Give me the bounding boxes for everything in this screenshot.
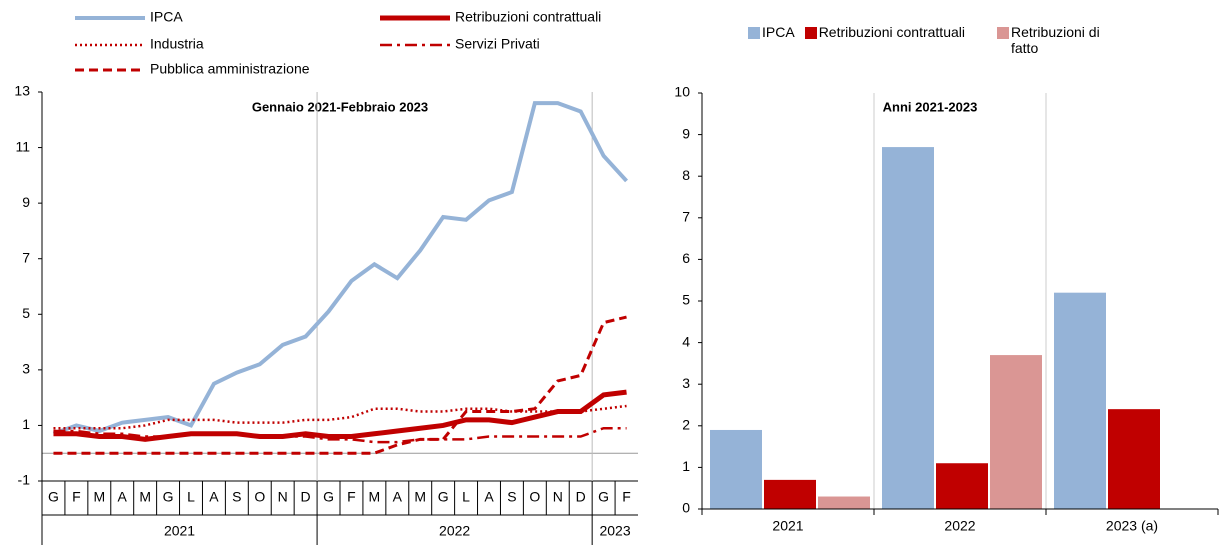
y-tick-label: 1 bbox=[682, 458, 690, 474]
x-tick-label: M bbox=[93, 489, 105, 505]
x-tick-label: 2022 bbox=[944, 518, 975, 534]
x-tick-label: G bbox=[598, 489, 609, 505]
y-tick-label: 8 bbox=[682, 167, 690, 183]
y-tick-label: 10 bbox=[674, 84, 690, 100]
x-tick-label: 2021 bbox=[772, 518, 803, 534]
legend-label: Industria bbox=[150, 36, 204, 52]
x-group-label: 2022 bbox=[439, 523, 470, 539]
legend-item: Retribuzioni di fatto bbox=[996, 24, 1101, 56]
x-tick-label: M bbox=[414, 489, 426, 505]
x-tick-label: M bbox=[139, 489, 151, 505]
x-tick-label: F bbox=[72, 489, 81, 505]
legend-label: IPCA bbox=[762, 24, 795, 40]
y-tick-label: -1 bbox=[18, 472, 31, 488]
y-tick-label: 9 bbox=[682, 125, 690, 141]
series-line bbox=[53, 404, 627, 430]
x-tick-label: G bbox=[163, 489, 174, 505]
legend-label: Retribuzioni di fatto bbox=[1010, 24, 1100, 56]
y-tick-label: 4 bbox=[682, 333, 690, 349]
y-tick-label: 3 bbox=[682, 375, 690, 391]
x-tick-label: O bbox=[529, 489, 540, 505]
x-tick-label: D bbox=[576, 489, 586, 505]
y-tick-label: 5 bbox=[682, 292, 690, 308]
x-tick-label: S bbox=[507, 489, 516, 505]
legend: IPCA Retribuzioni contrattuali Retribuzion… bbox=[748, 24, 1111, 56]
x-tick-label: N bbox=[278, 489, 288, 505]
bar bbox=[818, 496, 870, 509]
bar bbox=[1054, 292, 1106, 509]
y-tick-label: 0 bbox=[682, 500, 690, 516]
legend-label: Servizi Privati bbox=[455, 36, 540, 52]
legend-label: Pubblica amministrazione bbox=[150, 61, 310, 77]
legend-label: Retribuzioni contrattuali bbox=[818, 24, 965, 40]
x-group-label: 2023 bbox=[599, 523, 630, 539]
x-tick-label: S bbox=[232, 489, 241, 505]
bar bbox=[882, 147, 934, 509]
x-tick-label: G bbox=[323, 489, 334, 505]
legend-label: Retribuzioni contrattuali bbox=[455, 9, 601, 25]
y-tick-label: 9 bbox=[22, 194, 30, 210]
legend-item: IPCA bbox=[748, 24, 795, 56]
x-tick-label: F bbox=[622, 489, 631, 505]
legend-label: IPCA bbox=[150, 9, 183, 25]
series-line bbox=[52, 101, 629, 436]
x-tick-label: A bbox=[209, 489, 219, 505]
legend-item: Retribuzioni contrattuali bbox=[804, 24, 965, 56]
x-tick-label: L bbox=[187, 489, 195, 505]
x-tick-label: F bbox=[347, 489, 356, 505]
bar bbox=[990, 355, 1042, 509]
series-line bbox=[53, 315, 627, 455]
x-tick-label: A bbox=[118, 489, 128, 505]
x-tick-label: A bbox=[484, 489, 494, 505]
y-tick-label: 6 bbox=[682, 250, 690, 266]
y-tick-label: 5 bbox=[22, 305, 30, 321]
legend-swatch bbox=[804, 27, 817, 39]
y-tick-label: 7 bbox=[682, 209, 690, 225]
series-line bbox=[53, 426, 627, 444]
x-tick-label: D bbox=[301, 489, 311, 505]
annotation: Anni 2021-2023 bbox=[883, 99, 978, 114]
x-group-label: 2021 bbox=[164, 523, 195, 539]
y-tick-label: 11 bbox=[15, 138, 30, 154]
annotation: Gennaio 2021-Febbraio 2023 bbox=[252, 99, 428, 114]
x-tick-label: A bbox=[393, 489, 403, 505]
x-tick-label: M bbox=[369, 489, 381, 505]
x-tick-label: O bbox=[254, 489, 265, 505]
x-tick-label: L bbox=[462, 489, 470, 505]
x-tick-label: G bbox=[438, 489, 449, 505]
bar bbox=[1108, 409, 1160, 509]
legend-swatch bbox=[996, 27, 1009, 39]
y-tick-label: 2 bbox=[682, 417, 690, 433]
y-tick-label: 3 bbox=[22, 361, 30, 377]
x-tick-label: 2023 (a) bbox=[1106, 518, 1158, 534]
y-tick-label: 7 bbox=[22, 249, 30, 265]
x-tick-label: G bbox=[48, 489, 59, 505]
series-line bbox=[53, 389, 627, 442]
bar bbox=[710, 429, 762, 509]
legend-swatch bbox=[748, 27, 760, 39]
y-tick-label: 1 bbox=[22, 416, 30, 432]
x-tick-label: N bbox=[553, 489, 563, 505]
bar bbox=[764, 479, 816, 509]
bar bbox=[936, 463, 988, 509]
y-tick-label: 13 bbox=[14, 83, 30, 99]
